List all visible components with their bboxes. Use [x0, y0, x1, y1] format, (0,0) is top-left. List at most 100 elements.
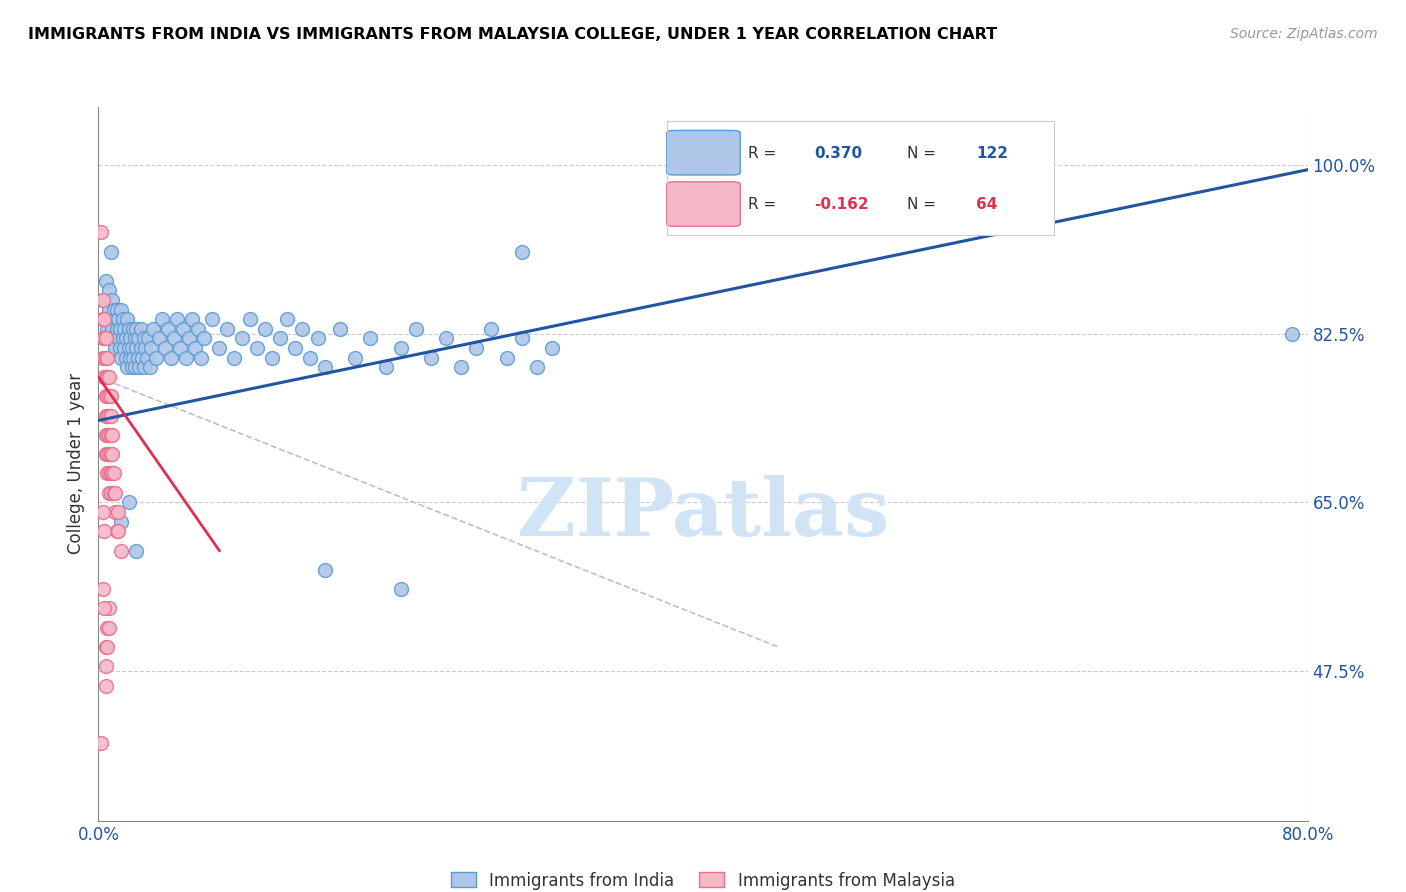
Point — [160, 351, 183, 365]
Point — [93, 601, 115, 615]
Point — [107, 505, 129, 519]
Point — [98, 389, 121, 403]
Point — [122, 322, 145, 336]
Point — [434, 331, 457, 345]
Point — [276, 312, 298, 326]
Point — [91, 293, 114, 307]
Point — [91, 582, 114, 597]
Point — [100, 409, 122, 423]
Point — [100, 389, 122, 403]
Point — [465, 341, 488, 355]
Point — [510, 244, 533, 259]
Point — [184, 341, 207, 355]
Point — [94, 447, 117, 461]
Point — [224, 351, 246, 365]
Point — [129, 341, 152, 355]
Point — [526, 360, 548, 375]
Point — [94, 389, 117, 403]
Point — [174, 351, 197, 365]
Point — [93, 312, 115, 326]
Point — [96, 351, 118, 365]
Point — [201, 312, 224, 326]
Point — [100, 467, 122, 481]
Point — [540, 341, 562, 355]
Point — [314, 563, 336, 577]
Point — [121, 360, 143, 375]
Point — [111, 312, 134, 326]
Point — [91, 331, 114, 345]
Point — [215, 322, 238, 336]
Point — [344, 351, 367, 365]
Point — [103, 485, 125, 500]
Point — [231, 331, 253, 345]
Point — [94, 679, 117, 693]
Point — [163, 331, 186, 345]
Point — [105, 302, 128, 317]
Point — [120, 331, 142, 345]
Point — [98, 428, 121, 442]
Point — [96, 409, 118, 423]
Point — [104, 341, 127, 355]
Point — [129, 322, 152, 336]
Point — [91, 293, 114, 307]
Point — [314, 360, 336, 375]
Point — [101, 467, 124, 481]
Point — [93, 524, 115, 539]
Point — [91, 505, 114, 519]
Point — [104, 505, 127, 519]
Point — [110, 351, 132, 365]
Point — [96, 428, 118, 442]
Point — [131, 351, 153, 365]
Point — [94, 351, 117, 365]
Point — [510, 331, 533, 345]
Point — [98, 467, 121, 481]
Point — [190, 351, 212, 365]
Point — [96, 621, 118, 635]
Point — [93, 370, 115, 384]
Point — [253, 322, 276, 336]
Point — [100, 485, 122, 500]
Point — [389, 582, 412, 597]
Point — [181, 312, 204, 326]
Point — [94, 370, 117, 384]
Point — [142, 322, 165, 336]
Point — [307, 331, 329, 345]
Point — [481, 322, 503, 336]
Point — [291, 322, 314, 336]
Point — [90, 737, 112, 751]
Point — [121, 341, 143, 355]
Point — [110, 515, 132, 529]
Point — [132, 360, 155, 375]
Point — [118, 495, 141, 509]
Point — [107, 312, 129, 326]
Point — [90, 226, 112, 240]
Point — [107, 331, 129, 345]
Point — [239, 312, 262, 326]
Text: Source: ZipAtlas.com: Source: ZipAtlas.com — [1230, 27, 1378, 41]
Point — [100, 312, 122, 326]
Point — [208, 341, 231, 355]
Point — [112, 341, 135, 355]
Point — [132, 331, 155, 345]
Point — [94, 409, 117, 423]
Point — [139, 360, 162, 375]
Point — [134, 341, 156, 355]
Point — [495, 351, 517, 365]
Point — [115, 312, 138, 326]
Point — [450, 360, 472, 375]
Point — [96, 370, 118, 384]
Point — [122, 351, 145, 365]
Point — [104, 312, 127, 326]
Point — [115, 360, 138, 375]
Point — [91, 351, 114, 365]
Point — [193, 331, 215, 345]
Point — [124, 331, 146, 345]
Point — [98, 447, 121, 461]
Point — [153, 341, 176, 355]
Point — [93, 351, 115, 365]
Point — [110, 302, 132, 317]
Point — [246, 341, 269, 355]
Point — [101, 322, 124, 336]
Point — [156, 322, 179, 336]
Point — [127, 331, 149, 345]
